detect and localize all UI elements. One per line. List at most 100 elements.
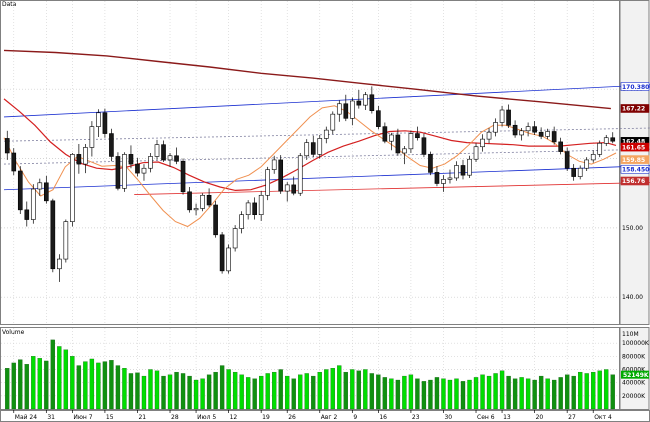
volume-bar [304,373,309,410]
date-label: 15 [106,414,114,421]
volume-bar [454,378,459,410]
volume-bar [369,373,375,410]
candle-body [610,137,616,142]
date-label: 20 [536,414,544,421]
volume-bar [382,377,388,410]
candle-body [258,194,264,215]
candle-body [571,167,576,177]
date-label: 31 [47,414,55,421]
volume-bar [200,378,205,410]
volume-tick-label: 100000K [622,340,650,347]
candle-body [167,155,173,161]
volume-bar [76,365,82,410]
price-tag-box [620,155,650,164]
candle-body [115,156,121,189]
volume-bar [493,373,498,410]
candle-body [330,113,336,131]
candle-body [493,122,498,133]
volume-bar [591,371,596,410]
volume-bar [18,359,23,410]
candle-body [590,154,596,161]
candle-body [4,138,10,154]
candle-body [83,147,88,165]
price-tag-label: 158.4500 [622,166,650,173]
candle-body [395,134,401,154]
volume-tick-label: 40000K [622,380,646,387]
volume-bar [174,371,179,410]
volume-bar [148,369,153,410]
volume-bar [467,379,472,410]
price-tag-box [620,142,650,152]
volume-bar [63,349,69,410]
date-label: Сен 6 [477,414,495,421]
candle-body [37,182,43,190]
volume-bar [109,360,114,410]
volume-bar [311,375,316,410]
volume-bar [83,361,88,410]
volume-bar [245,377,251,410]
candle-body [63,221,69,260]
candle-body [271,159,277,170]
date-label: Окт 4 [594,414,612,421]
volume-bar [486,375,492,410]
volume-bar [31,356,36,410]
candle-body [402,148,407,154]
candle-body [232,228,238,249]
candle-body [597,142,603,155]
price-tag-label: 167.22 [622,106,645,113]
candle-body [213,204,218,236]
candle-body [122,154,127,189]
volume-bar [610,374,615,410]
volume-bar [128,373,134,410]
candle-body [506,109,511,126]
candle-body [252,202,257,215]
volume-bar [545,378,550,410]
date-label: Май 24 [15,414,37,421]
price-tag-box [620,104,650,113]
volume-bar [538,375,544,410]
candle-body [76,154,82,165]
candle-body [174,155,179,162]
date-label: 27 [568,414,576,421]
candle-body [141,167,147,174]
candle-body [154,144,160,157]
candle-body [564,151,570,169]
sma-long-line [3,49,611,110]
volume-bar [187,375,192,410]
volume-bar [343,371,348,410]
volume-bar [330,368,335,410]
volume-bar [460,381,466,410]
volume-bar [421,381,427,410]
trendlines [3,84,650,195]
date-label: 30 [444,414,452,421]
candle-body [44,182,49,202]
candles [4,86,616,282]
date-label: 26 [288,414,296,421]
candle-body [135,163,140,174]
candle-body [447,177,453,180]
candle-body [577,167,583,177]
volume-tick-label: 20000K [622,393,646,400]
candle-body [603,137,609,144]
candle-body [473,146,479,160]
volume-bar [167,374,173,410]
volume-tick-label: 60000K [622,367,646,374]
date-label: 13 [503,414,511,421]
candle-body [486,131,492,140]
candle-body [278,159,284,192]
candle-body [187,191,192,211]
volume-bar [551,379,557,410]
candle-body [102,112,108,134]
volume-bar [102,361,108,410]
date-label: Июн 7 [73,414,92,421]
date-label: Июл 5 [197,414,216,421]
candle-body [265,169,270,196]
candle-body [525,126,531,132]
volume-bar [44,360,49,410]
date-label: Авг 2 [321,414,338,421]
volume-bar [324,369,329,410]
candle-body [545,131,550,137]
volume-bar [565,374,570,410]
candle-body [558,141,563,152]
volume-bar [441,378,446,410]
